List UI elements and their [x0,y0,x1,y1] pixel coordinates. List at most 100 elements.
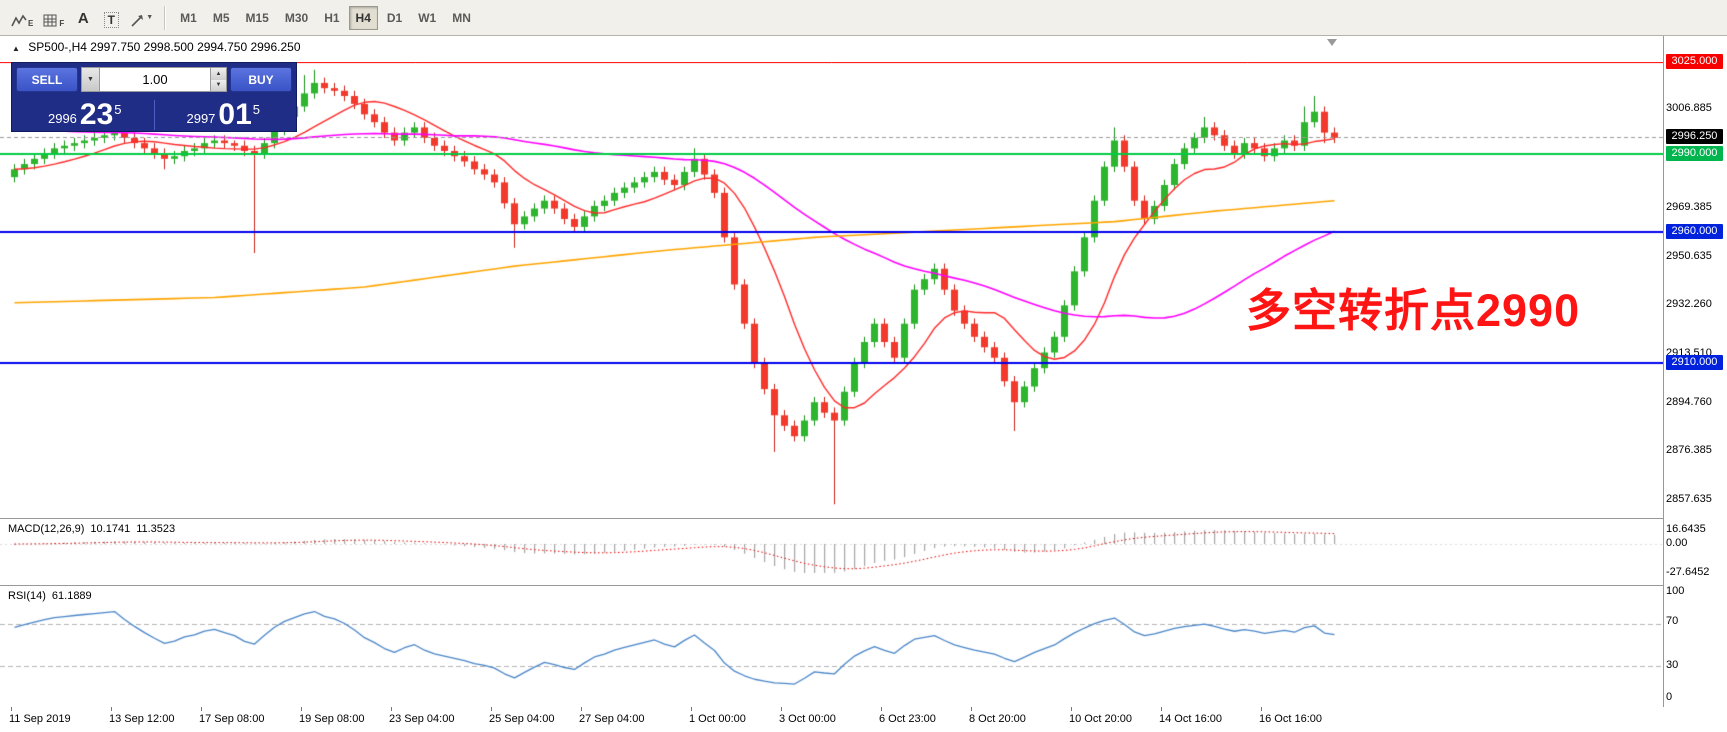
bid-price-display: 2996 23 5 [16,98,154,131]
text-label-tool-button[interactable]: T [98,5,124,31]
volume-input[interactable] [100,67,211,92]
timeframe-h4[interactable]: H4 [348,5,378,30]
chart-workspace: ▲ SP500-,H4 2997.750 2998.500 2994.750 2… [0,36,1727,732]
ask-pip-digit: 5 [252,102,261,117]
timeframe-w1[interactable]: W1 [411,6,443,30]
rsi-value: 61.1889 [51,590,92,602]
macd-label: MACD(12,26,9) 10.1741 11.3523 [8,523,175,535]
time-tick [391,707,392,711]
rsi-label: RSI(14) 61.1889 [8,590,92,602]
volume-dropdown-button[interactable]: ▼ [81,67,100,92]
price-axis[interactable]: 3025.000 3006.885 2996.250 2990.000 2969.385… [1664,36,1727,707]
ask-prefix: 2997 [186,111,216,126]
time-tick [11,707,12,711]
sell-button[interactable]: SELL [16,67,78,92]
spinner-down-icon[interactable]: ▼ [211,79,226,91]
macd-signal-value: 11.3523 [136,523,176,535]
rsi-name: RSI(14) [8,590,46,602]
rsi-indicator-area[interactable] [0,585,1663,707]
spinner-up-icon[interactable]: ▲ [211,68,226,80]
volume-stepper[interactable]: ▲ ▼ [211,67,227,92]
panel-collapse-icon[interactable]: ▲ [12,44,20,53]
time-tick [111,707,112,711]
time-tick-label: 23 Sep 04:00 [389,713,455,725]
price-level-badge: 2996.250 [1666,129,1723,145]
indicator-tick-label: 0.00 [1666,537,1688,549]
buy-button[interactable]: BUY [230,67,292,92]
time-tick [971,707,972,711]
macd-main-value: 10.1741 [90,523,131,535]
price-level-badge: 2960.000 [1666,224,1723,240]
font-tool-button[interactable]: A [70,5,96,31]
time-tick-label: 14 Oct 16:00 [1159,713,1222,725]
time-tick [691,707,692,711]
timeframe-h1[interactable]: H1 [317,6,346,30]
price-tick-label: 3006.885 [1666,102,1712,115]
time-axis[interactable]: 11 Sep 2019 13 Sep 12:00 17 Sep 08:00 19 Se… [0,707,1727,732]
chevron-down-icon: ▼ [87,76,94,83]
price-tick-label: 2894.760 [1666,395,1712,408]
time-tick [581,707,582,711]
tool-sub-label: F [59,18,65,28]
time-tick-label: 25 Sep 04:00 [489,713,555,725]
indicator-tick-label: 16.6435 [1666,523,1706,535]
timeframe-m30[interactable]: M30 [278,6,315,30]
indicator-tick-label: 0 [1666,691,1673,703]
indicator-tick-label: 70 [1666,615,1679,627]
ask-big-digits: 01 [218,98,252,131]
time-tick-label: 13 Sep 12:00 [109,713,175,725]
macd-name: MACD(12,26,9) [8,523,85,535]
time-tick-label: 8 Oct 20:00 [969,713,1026,725]
time-tick-label: 16 Oct 16:00 [1259,713,1322,725]
time-tick [881,707,882,711]
time-tick-label: 1 Oct 00:00 [689,713,746,725]
top-toolbar: E F A T ▼ M1 M5 M15 M30 H1 H4 [0,0,1727,36]
time-tick [201,707,202,711]
price-tick-label: 2932.260 [1666,297,1712,310]
price-level-badge: 2910.000 [1666,354,1723,370]
trendline-arrow-icon [131,14,144,27]
time-tick-label: 6 Oct 23:00 [879,713,936,725]
time-tick-label: 27 Sep 04:00 [579,713,645,725]
time-tick [1161,707,1162,711]
time-tick-label: 10 Oct 20:00 [1069,713,1132,725]
bid-prefix: 2996 [47,111,77,126]
time-tick [491,707,492,711]
timeframe-d1[interactable]: D1 [380,6,409,30]
time-tick [781,707,782,711]
chart-shift-marker[interactable] [1327,39,1337,46]
price-tick-label: 2857.635 [1666,492,1712,505]
ask-price-display: 2997 01 5 [155,98,293,131]
grid-tool-button[interactable]: F [39,5,68,31]
chart-header: ▲ SP500-,H4 2997.750 2998.500 2994.750 2… [12,40,301,54]
indicator-tick-label: 30 [1666,659,1679,671]
time-tick-label: 17 Sep 08:00 [199,713,265,725]
time-tick [1261,707,1262,711]
time-tick [301,707,302,711]
timeframe-m5[interactable]: M5 [206,6,237,30]
bid-big-digits: 23 [79,98,114,131]
indicator-tick-label: -27.6452 [1666,566,1710,578]
text-label-tool-label: T [103,11,119,28]
time-tick-label: 3 Oct 00:00 [779,713,836,725]
timeframe-m1[interactable]: M1 [173,6,204,30]
bid-pip-digit: 5 [114,102,122,117]
panel-splitter[interactable] [0,518,1727,519]
drawing-tools-dropdown-button[interactable]: ▼ [126,5,157,31]
time-tick-label: 19 Sep 08:00 [299,713,365,725]
indicator-tick-label: 100 [1666,585,1685,597]
price-tick-label: 2876.385 [1666,443,1712,456]
indicator-chart-tool-button[interactable]: E [7,5,37,31]
macd-indicator-area[interactable] [0,518,1663,585]
toolbar-separator [164,5,167,30]
chevron-down-icon: ▼ [146,14,154,21]
timeframe-m15[interactable]: M15 [239,6,276,30]
price-level-badge: 2990.000 [1666,145,1723,161]
font-tool-label: A [77,9,89,27]
price-tick-label: 2969.385 [1666,200,1712,213]
one-click-trading-panel: SELL ▼ ▲ ▼ BUY 2996 23 5 29 [11,62,297,132]
panel-splitter[interactable] [0,585,1727,586]
tool-sub-label: E [28,18,34,28]
timeframe-mn[interactable]: MN [445,6,478,30]
